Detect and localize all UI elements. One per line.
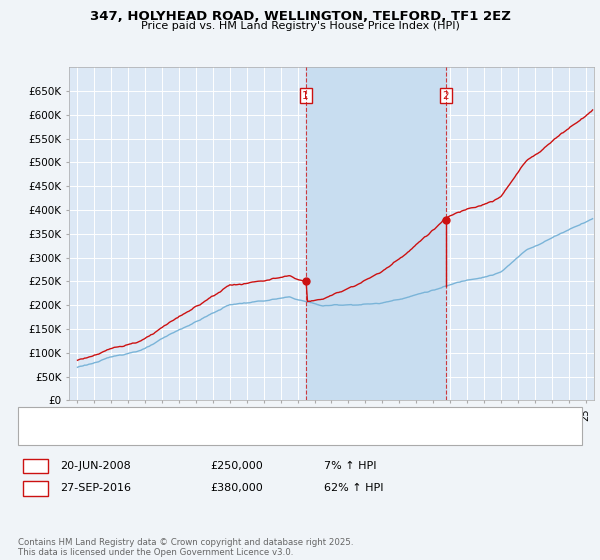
- Bar: [305, 67, 446, 400]
- Text: £380,000: £380,000: [210, 483, 263, 493]
- Text: —: —: [25, 410, 41, 425]
- Text: 1: 1: [302, 91, 309, 101]
- Text: 2: 2: [442, 91, 449, 101]
- Text: 347, HOLYHEAD ROAD, WELLINGTON, TELFORD, TF1 2EZ: 347, HOLYHEAD ROAD, WELLINGTON, TELFORD,…: [89, 10, 511, 23]
- Text: —: —: [25, 427, 41, 442]
- Text: Price paid vs. HM Land Registry's House Price Index (HPI): Price paid vs. HM Land Registry's House …: [140, 21, 460, 31]
- Text: 27-SEP-2016: 27-SEP-2016: [60, 483, 131, 493]
- Text: Contains HM Land Registry data © Crown copyright and database right 2025.
This d: Contains HM Land Registry data © Crown c…: [18, 538, 353, 557]
- Text: HPI: Average price, detached house, Telford and Wrekin: HPI: Average price, detached house, Telf…: [51, 430, 341, 440]
- Text: 7% ↑ HPI: 7% ↑ HPI: [324, 461, 377, 471]
- Text: £250,000: £250,000: [210, 461, 263, 471]
- Text: 62% ↑ HPI: 62% ↑ HPI: [324, 483, 383, 493]
- Text: 1: 1: [32, 461, 39, 471]
- Text: 20-JUN-2008: 20-JUN-2008: [60, 461, 131, 471]
- Text: 347, HOLYHEAD ROAD, WELLINGTON, TELFORD, TF1 2EZ (detached house): 347, HOLYHEAD ROAD, WELLINGTON, TELFORD,…: [51, 412, 441, 422]
- Text: 2: 2: [32, 483, 39, 493]
